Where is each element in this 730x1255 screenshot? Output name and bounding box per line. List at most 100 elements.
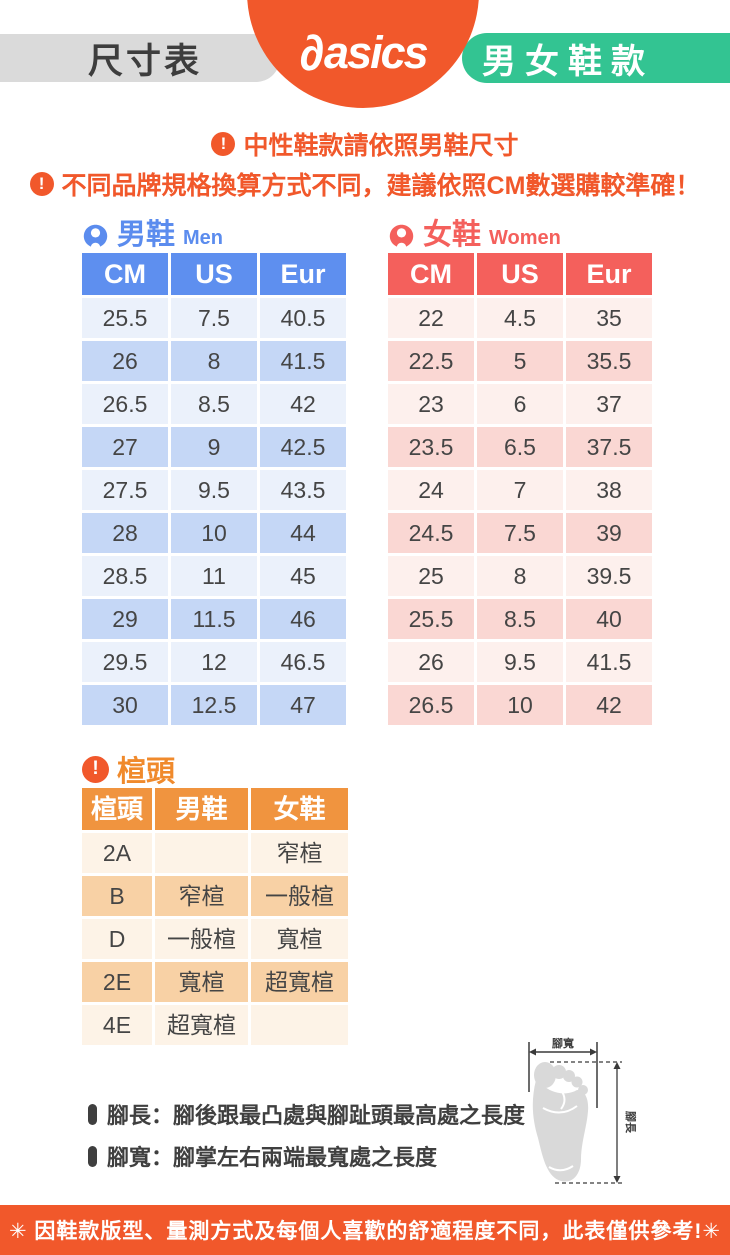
table-cell: 23.5	[388, 427, 474, 467]
column-header: 楦頭	[82, 788, 152, 830]
width-measure-lines	[528, 1042, 598, 1108]
bullet-icon	[88, 1145, 97, 1167]
women-size-table: CM US Eur 22 4.5 35 22.5 5 35.5 23 6 37 23.5 6.5 37.5 2…	[388, 253, 652, 725]
women-section-label: 女鞋 Women	[388, 221, 561, 250]
table-cell: 2A	[82, 833, 152, 873]
asics-logo-mark-icon: ∂	[299, 25, 325, 81]
men-women-badge: 男女鞋款	[462, 33, 730, 83]
table-cell: B	[82, 876, 152, 916]
table-cell	[251, 1005, 348, 1045]
disclaimer-text: ✳ 因鞋款版型、量測方式及每個人喜歡的舒適程度不同，此表僅供參考!✳	[8, 1220, 722, 1243]
table-cell: 12.5	[171, 685, 257, 725]
table-cell: 寬楦	[155, 962, 248, 1002]
notice-neutral-shoes: ! 中性鞋款請依照男鞋尺寸	[0, 126, 730, 162]
men-women-badge-label: 男女鞋款	[482, 42, 654, 81]
table-cell: 35.5	[566, 341, 652, 381]
length-measure-lines	[550, 1061, 622, 1184]
table-cell: 22.5	[388, 341, 474, 381]
table-cell: 9.5	[477, 642, 563, 682]
table-cell: 寬楦	[251, 919, 348, 959]
table-cell: 41.5	[566, 642, 652, 682]
table-cell: 22	[388, 298, 474, 338]
table-cell: 35	[566, 298, 652, 338]
table-cell: 39.5	[566, 556, 652, 596]
table-cell: 39	[566, 513, 652, 553]
asics-logo-word: asics	[324, 27, 429, 78]
column-header: US	[171, 253, 257, 295]
exclamation-icon: !	[82, 755, 109, 783]
women-section-title: 女鞋	[423, 219, 482, 251]
table-cell: 24	[388, 470, 474, 510]
table-cell: 26	[388, 642, 474, 682]
foot-silhouette-icon	[532, 1062, 589, 1182]
table-cell: 25	[388, 556, 474, 596]
arrow-right-icon	[590, 1048, 597, 1056]
table-cell: 45	[260, 556, 346, 596]
table-cell: 27	[82, 427, 168, 467]
table-cell: 28.5	[82, 556, 168, 596]
last-width-table: 楦頭 男鞋 女鞋 2A 窄楦 B 窄楦 一般楦 D 一般楦 寬楦 2E 寬楦 超寬楦 4E 超寬楦	[82, 788, 348, 1045]
asics-logo: ∂asics	[247, 24, 479, 82]
foot-width-note: 腳寬：腳掌左右兩端最寬處之長度	[88, 1140, 437, 1172]
table-cell: 42	[260, 384, 346, 424]
size-chart-badge: 尺寸表	[0, 34, 280, 82]
column-header: 男鞋	[155, 788, 248, 830]
table-cell: 超寬楦	[251, 962, 348, 1002]
table-cell: 47	[260, 685, 346, 725]
women-section-subtitle: Women	[489, 227, 561, 249]
table-cell: 7	[477, 470, 563, 510]
table-cell: 26.5	[82, 384, 168, 424]
arrow-left-icon	[529, 1048, 536, 1056]
table-cell: 25.5	[388, 599, 474, 639]
table-cell: 24.5	[388, 513, 474, 553]
table-cell: 40.5	[260, 298, 346, 338]
notice-neutral-text: 中性鞋款請依照男鞋尺寸	[243, 132, 519, 160]
men-size-table: CM US Eur 25.5 7.5 40.5 26 8 41.5 26.5 8.5 42 27 9 42.…	[82, 253, 346, 725]
last-section-title: 楦頭	[117, 756, 176, 788]
table-cell: 8	[171, 341, 257, 381]
table-cell: 27.5	[82, 470, 168, 510]
table-cell: 超寬楦	[155, 1005, 248, 1045]
table-cell: 5	[477, 341, 563, 381]
table-cell: 9	[171, 427, 257, 467]
table-cell: 7.5	[477, 513, 563, 553]
table-cell: 46	[260, 599, 346, 639]
last-section-label: ! 楦頭	[82, 748, 175, 790]
foot-length-note: 腳長：腳後跟最凸處與腳趾頭最高處之長度	[88, 1098, 525, 1130]
diagram-width-label: 腳寬	[552, 1036, 574, 1050]
arrow-up-icon	[613, 1062, 621, 1069]
column-header: Eur	[566, 253, 652, 295]
table-cell: 26.5	[388, 685, 474, 725]
table-cell: 6	[477, 384, 563, 424]
table-cell: 10	[171, 513, 257, 553]
disclaimer-bar: ✳ 因鞋款版型、量測方式及每個人喜歡的舒適程度不同，此表僅供參考!✳	[0, 1205, 730, 1255]
table-cell	[155, 833, 248, 873]
table-cell: 29.5	[82, 642, 168, 682]
table-cell: 37.5	[566, 427, 652, 467]
table-cell: 8	[477, 556, 563, 596]
diagram-length-label: 腳長	[624, 1111, 638, 1134]
table-cell: 41.5	[260, 341, 346, 381]
table-cell: 9.5	[171, 470, 257, 510]
table-cell: 26	[82, 341, 168, 381]
table-cell: 12	[171, 642, 257, 682]
table-cell: 43.5	[260, 470, 346, 510]
table-cell: 7.5	[171, 298, 257, 338]
column-header: CM	[82, 253, 168, 295]
table-cell: 11.5	[171, 599, 257, 639]
column-header: US	[477, 253, 563, 295]
bullet-icon	[88, 1103, 97, 1125]
table-cell: 一般楦	[155, 919, 248, 959]
table-cell: 8.5	[477, 599, 563, 639]
foot-measurement-diagram: 腳寬 腳長	[528, 1036, 638, 1184]
men-section-title: 男鞋	[117, 219, 176, 251]
notice-brand-difference: ! 不同品牌規格換算方式不同，建議依照CM數選購較準確！	[0, 166, 730, 202]
person-icon	[389, 224, 414, 248]
table-cell: 44	[260, 513, 346, 553]
table-cell: 窄楦	[251, 833, 348, 873]
notice-brand-text: 不同品牌規格換算方式不同，建議依照CM數選購較準確！	[61, 172, 701, 200]
table-cell: 一般楦	[251, 876, 348, 916]
table-cell: 30	[82, 685, 168, 725]
table-cell: 42	[566, 685, 652, 725]
